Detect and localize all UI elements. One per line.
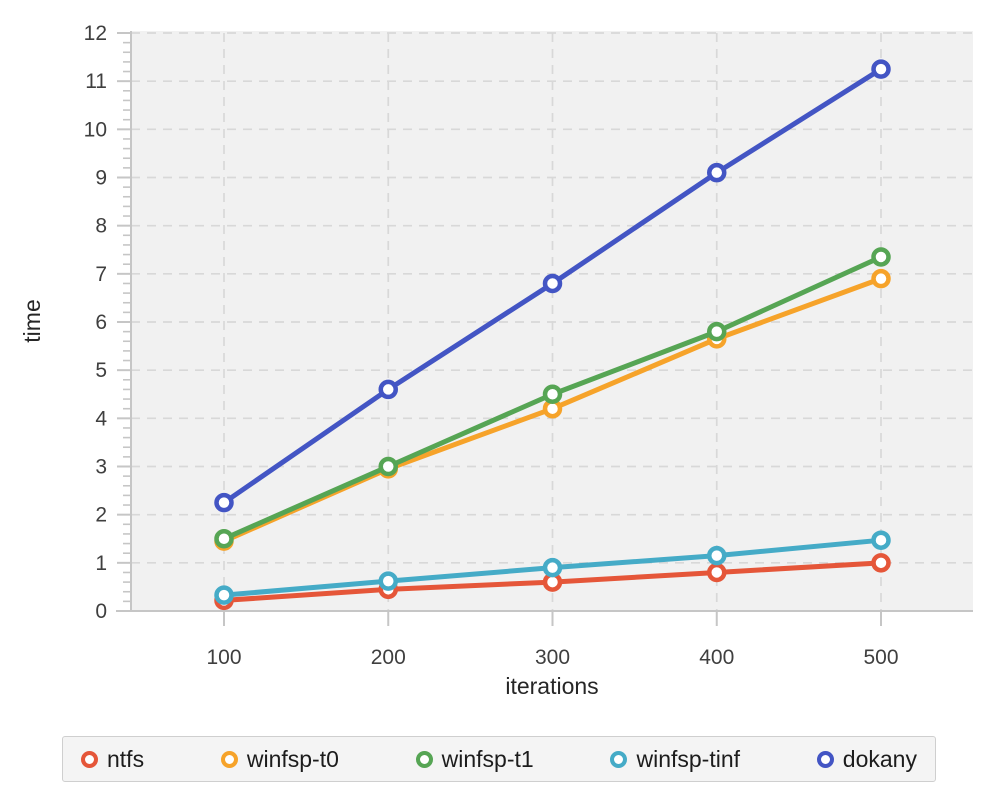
legend-marker-icon (81, 750, 98, 768)
svg-text:1: 1 (95, 552, 107, 575)
svg-text:100: 100 (206, 646, 241, 669)
legend-item-label: winfsp-t0 (246, 745, 339, 772)
svg-text:3: 3 (95, 456, 107, 479)
data-series (214, 59, 891, 611)
legend-item-winfsp-t0: winfsp-t0 (220, 745, 339, 773)
svg-text:5: 5 (95, 359, 107, 382)
legend-marker-icon (220, 750, 238, 768)
svg-text:200: 200 (371, 646, 406, 669)
svg-text:9: 9 (95, 167, 107, 190)
legend-item-ntfs: ntfs (81, 746, 144, 773)
svg-text:500: 500 (863, 646, 898, 669)
svg-text:400: 400 (699, 646, 734, 669)
legend-item-winfsp-t1: winfsp-t1 (415, 745, 534, 773)
legend-marker-icon (415, 750, 433, 768)
svg-text:0: 0 (95, 600, 107, 623)
legend-item-winfsp-tinf: winfsp-tinf (610, 746, 740, 773)
svg-text:10: 10 (84, 118, 107, 141)
axes (116, 31, 973, 626)
svg-text:300: 300 (535, 646, 570, 669)
x-axis-label: iterations (505, 673, 598, 699)
svg-text:12: 12 (84, 22, 107, 45)
legend-item-label: ntfs (107, 745, 145, 772)
legend-item-label: dokany (842, 745, 917, 772)
svg-text:8: 8 (95, 215, 107, 238)
svg-text:2: 2 (95, 504, 107, 527)
y-axis-label: time (19, 299, 45, 342)
svg-text:6: 6 (95, 311, 107, 334)
svg-text:7: 7 (95, 263, 107, 286)
legend: ntfs winfsp-t0 winfsp-t1 winfsp-tinf dokany (62, 736, 936, 782)
svg-text:11: 11 (85, 70, 107, 93)
legend-item-label: winfsp-t1 (441, 745, 534, 772)
legend-item-dokany: dokany (816, 745, 917, 773)
legend-marker-icon (816, 750, 834, 768)
svg-text:4: 4 (95, 407, 107, 430)
legend-marker-icon (610, 750, 628, 768)
legend-item-label: winfsp-tinf (636, 745, 741, 772)
